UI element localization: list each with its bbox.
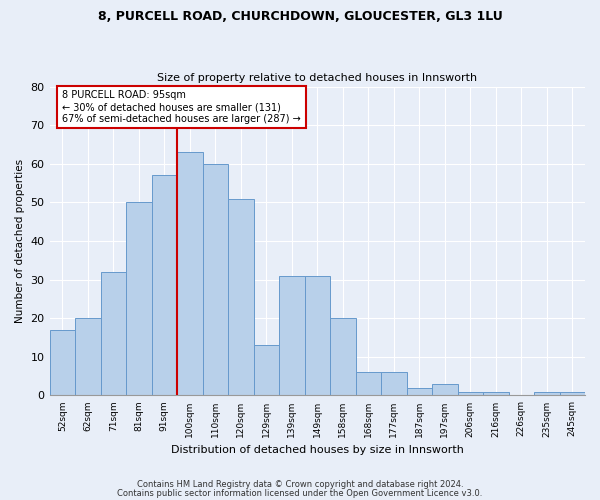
Bar: [560, 392, 585, 396]
Bar: [228, 198, 254, 396]
Text: Contains HM Land Registry data © Crown copyright and database right 2024.: Contains HM Land Registry data © Crown c…: [137, 480, 463, 489]
Text: 8 PURCELL ROAD: 95sqm
← 30% of detached houses are smaller (131)
67% of semi-det: 8 PURCELL ROAD: 95sqm ← 30% of detached …: [62, 90, 301, 124]
Bar: [305, 276, 330, 396]
Bar: [254, 345, 279, 396]
Bar: [126, 202, 152, 396]
Bar: [101, 272, 126, 396]
X-axis label: Distribution of detached houses by size in Innsworth: Distribution of detached houses by size …: [171, 445, 464, 455]
Bar: [356, 372, 381, 396]
Title: Size of property relative to detached houses in Innsworth: Size of property relative to detached ho…: [157, 73, 478, 83]
Bar: [50, 330, 75, 396]
Bar: [177, 152, 203, 396]
Bar: [279, 276, 305, 396]
Bar: [75, 318, 101, 396]
Bar: [152, 176, 177, 396]
Bar: [330, 318, 356, 396]
Y-axis label: Number of detached properties: Number of detached properties: [15, 159, 25, 323]
Bar: [534, 392, 560, 396]
Text: 8, PURCELL ROAD, CHURCHDOWN, GLOUCESTER, GL3 1LU: 8, PURCELL ROAD, CHURCHDOWN, GLOUCESTER,…: [98, 10, 502, 23]
Bar: [203, 164, 228, 396]
Bar: [407, 388, 432, 396]
Bar: [381, 372, 407, 396]
Bar: [432, 384, 458, 396]
Bar: [458, 392, 483, 396]
Text: Contains public sector information licensed under the Open Government Licence v3: Contains public sector information licen…: [118, 488, 482, 498]
Bar: [483, 392, 509, 396]
